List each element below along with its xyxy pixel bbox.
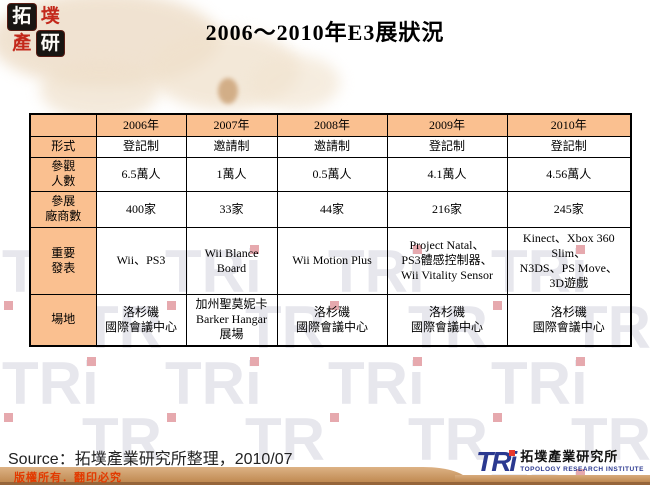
tri-logotype: TRi (476, 448, 517, 476)
table-cell: 216家 (386, 190, 508, 228)
table-header-row: 2006年 2007年 2008年 2009年 2010年 (29, 113, 632, 137)
table-cell: Kinect、Xbox 360 Slim、 N3DS、PS Move、 3D遊戲 (506, 226, 632, 295)
seal-char-tuo: 拓 (8, 4, 36, 30)
company-name-en: TOPOLOGY RESEARCH INSTITUTE (520, 466, 644, 473)
column-header-2006: 2006年 (95, 113, 187, 137)
page-title: 2006～2010年E3展狀況 (205, 20, 445, 45)
table-row: 重要 發表 Wii、PS3 Wii Blance Board Wii Motio… (29, 226, 632, 295)
column-header-2008: 2008年 (276, 113, 388, 137)
map-background-shape (218, 78, 238, 104)
copyright-text: 版權所有．翻印必究 (14, 472, 122, 484)
tri-logo-red-dot-icon (509, 450, 516, 456)
row-label-key-announcements: 重要 發表 (29, 226, 97, 295)
footer-bar-right (455, 475, 650, 482)
table-row: 參展 廠商數 400家 33家 44家 216家 245家 (29, 190, 632, 228)
table-cell: 6.5萬人 (95, 156, 187, 192)
table-cell: 洛杉磯 國際會議中心 (506, 293, 632, 347)
table-cell: 登記制 (95, 135, 187, 158)
table-cell: 加州聖莫妮卡 Barker Hangar 展場 (185, 293, 278, 347)
table-cell: 洛杉磯 國際會議中心 (276, 293, 388, 347)
table-row: 參觀 人數 6.5萬人 1萬人 0.5萬人 4.1萬人 4.56萬人 (29, 156, 632, 192)
table-cell: 4.56萬人 (506, 156, 632, 192)
table-cell: 33家 (185, 190, 278, 228)
table-cell: 登記制 (506, 135, 632, 158)
e3-expo-table: 2006年 2007年 2008年 2009年 2010年 形式 登記制 邀請制… (29, 113, 632, 347)
column-header-2009: 2009年 (386, 113, 508, 137)
table-row: 形式 登記制 邀請制 邀請制 登記制 登記制 (29, 135, 632, 158)
map-background-shape (40, 60, 160, 120)
seal-char-yan: 研 (36, 30, 64, 56)
table-cell: 44家 (276, 190, 388, 228)
table-cell: Wii、PS3 (95, 226, 187, 295)
table-cell: 邀請制 (185, 135, 278, 158)
table-cell: Wii Blance Board (185, 226, 278, 295)
table-cell: 登記制 (386, 135, 508, 158)
row-label-format: 形式 (29, 135, 97, 158)
table-cell: 洛杉磯 國際會議中心 (386, 293, 508, 347)
row-label-visitors: 參觀 人數 (29, 156, 97, 192)
table-cell: 洛杉磯 國際會議中心 (95, 293, 187, 347)
table-corner-cell (29, 113, 97, 137)
table-row: 場地 洛杉磯 國際會議中心 加州聖莫妮卡 Barker Hangar 展場 洛杉… (29, 293, 632, 347)
seal-char-pu: 墣 (40, 5, 60, 28)
footer-bar-bottom-line (0, 482, 650, 485)
map-background-shape (250, 55, 340, 110)
footer-bar-left (0, 467, 468, 482)
table-cell: Project Natal、 PS3體感控制器、 Wii Vitality Se… (386, 226, 508, 295)
seal-char-chan: 產 (12, 31, 32, 54)
column-header-2007: 2007年 (185, 113, 278, 137)
table-cell: 245家 (506, 190, 632, 228)
column-header-2010: 2010年 (506, 113, 632, 137)
table-cell: Wii Motion Plus (276, 226, 388, 295)
table-cell: 400家 (95, 190, 187, 228)
row-label-exhibitors: 參展 廠商數 (29, 190, 97, 228)
source-note: Source：拓墣產業研究所整理，2010/07 (8, 451, 293, 468)
company-name-zh: 拓墣產業研究所 (520, 450, 619, 465)
table-cell: 邀請制 (276, 135, 388, 158)
table-cell: 1萬人 (185, 156, 278, 192)
table-cell: 4.1萬人 (386, 156, 508, 192)
table-cell: 0.5萬人 (276, 156, 388, 192)
row-label-venue: 場地 (29, 293, 97, 347)
tri-footer-logo: TRi 拓墣產業研究所 TOPOLOGY RESEARCH INSTITUTE (476, 448, 644, 476)
tri-seal-logo: 拓 墣 產 研 (8, 4, 64, 56)
